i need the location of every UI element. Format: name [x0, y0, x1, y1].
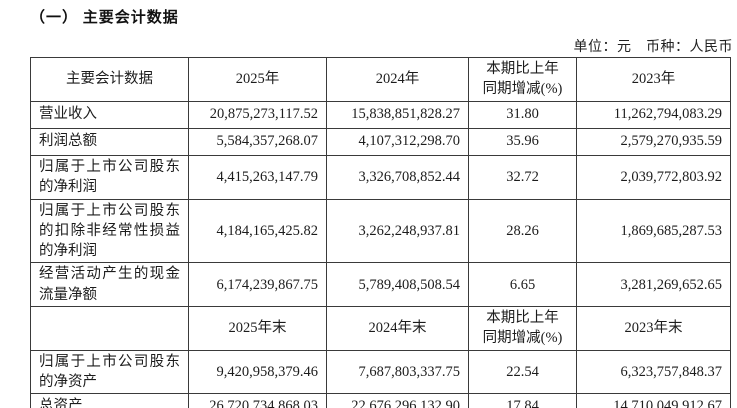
- value-2025: 26,720,734,868.03: [188, 393, 327, 408]
- col-header-change-pct: 本期比上年 同期增减(%): [468, 57, 577, 102]
- value-2023: 2,039,772,803.92: [576, 154, 731, 200]
- value-2024: 7,687,803,337.75: [326, 349, 469, 395]
- row-label: 经营活动产生的现金流量净额: [30, 262, 189, 308]
- value-change-pct: 35.96: [468, 127, 577, 156]
- col-header-blank: [30, 306, 189, 351]
- section-title: （一） 主要会计数据: [30, 10, 179, 26]
- row-label: 总资产: [30, 393, 189, 408]
- value-2023: 11,262,794,083.29: [576, 100, 731, 129]
- row-label: 利润总额: [30, 127, 189, 156]
- col-header-2025: 2025年: [188, 57, 327, 102]
- value-change-pct: 17.84: [468, 393, 577, 408]
- value-2025: 5,584,357,268.07: [188, 127, 327, 156]
- row-label: 营业收入: [30, 100, 189, 129]
- value-2024: 4,107,312,298.70: [326, 127, 469, 156]
- table-row-net-assets-attributable: 归属于上市公司股东的净资产 9,420,958,379.46 7,687,803…: [30, 349, 731, 395]
- col-header-2023: 2023年: [576, 57, 731, 102]
- value-2023: 3,281,269,652.65: [576, 262, 731, 308]
- table-row-total-profit: 利润总额 5,584,357,268.07 4,107,312,298.70 3…: [30, 127, 731, 156]
- value-2024: 15,838,851,828.27: [326, 100, 469, 129]
- value-change-pct: 22.54: [468, 349, 577, 395]
- table-row-operating-revenue: 营业收入 20,875,273,117.52 15,838,851,828.27…: [30, 100, 731, 129]
- value-2024: 5,789,408,508.54: [326, 262, 469, 308]
- table-header-row-annual: 主要会计数据 2025年 2024年 本期比上年 同期增减(%) 2023年: [30, 57, 731, 102]
- table-row-net-profit-attributable: 归属于上市公司股东的净利润 4,415,263,147.79 3,326,708…: [30, 154, 731, 200]
- unit-currency-note: 单位：元 币种：人民币: [573, 40, 733, 55]
- key-accounting-data-table: 主要会计数据 2025年 2024年 本期比上年 同期增减(%) 2023年 营…: [30, 57, 731, 408]
- value-2025: 6,174,239,867.75: [188, 262, 327, 308]
- table-row-total-assets: 总资产 26,720,734,868.03 22,676,296,132.90 …: [30, 393, 731, 408]
- value-change-pct: 32.72: [468, 154, 577, 200]
- row-label: 归属于上市公司股东的扣除非经常性损益的净利润: [30, 198, 189, 264]
- value-change-pct: 28.26: [468, 198, 577, 264]
- value-2025: 4,415,263,147.79: [188, 154, 327, 200]
- col-header-2024: 2024年: [326, 57, 469, 102]
- value-2025: 4,184,165,425.82: [188, 198, 327, 264]
- row-label: 归属于上市公司股东的净资产: [30, 349, 189, 395]
- col-header-2023-end: 2023年末: [576, 306, 731, 351]
- value-change-pct: 31.80: [468, 100, 577, 129]
- value-2024: 3,262,248,937.81: [326, 198, 469, 264]
- col-header-2025-end: 2025年末: [188, 306, 327, 351]
- value-2023: 1,869,685,287.53: [576, 198, 731, 264]
- col-header-metric: 主要会计数据: [30, 57, 189, 102]
- col-header-change-pct-end: 本期比上年 同期增减(%): [468, 306, 577, 351]
- value-2023: 2,579,270,935.59: [576, 127, 731, 156]
- value-2024: 22,676,296,132.90: [326, 393, 469, 408]
- table-header-row-period-end: 2025年末 2024年末 本期比上年 同期增减(%) 2023年末: [30, 306, 731, 351]
- value-2024: 3,326,708,852.44: [326, 154, 469, 200]
- value-change-pct: 6.65: [468, 262, 577, 308]
- row-label: 归属于上市公司股东的净利润: [30, 154, 189, 200]
- value-2025: 20,875,273,117.52: [188, 100, 327, 129]
- col-header-2024-end: 2024年末: [326, 306, 469, 351]
- table-row-net-profit-excl-nonrecurring: 归属于上市公司股东的扣除非经常性损益的净利润 4,184,165,425.82 …: [30, 198, 731, 264]
- value-2023: 6,323,757,848.37: [576, 349, 731, 395]
- table-row-operating-cash-flow: 经营活动产生的现金流量净额 6,174,239,867.75 5,789,408…: [30, 262, 731, 308]
- value-2023: 14,710,049,912.67: [576, 393, 731, 408]
- value-2025: 9,420,958,379.46: [188, 349, 327, 395]
